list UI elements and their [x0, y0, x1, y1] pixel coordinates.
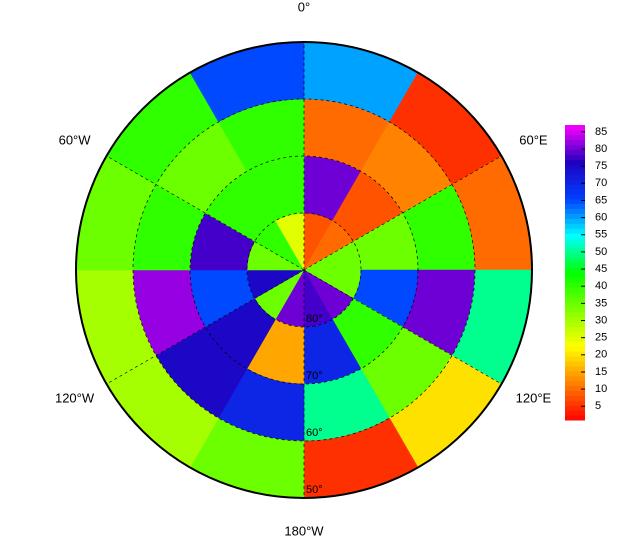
colorbar-band: [565, 257, 585, 264]
meridian-line: [303, 155, 502, 271]
colorbar-tick-label: 70: [595, 177, 607, 189]
colorbar-band: [565, 228, 585, 234]
colorbar-band: [565, 410, 585, 416]
colorbar-band: [565, 282, 585, 288]
longitude-label: 120°W: [55, 390, 95, 405]
colorbar-band: [565, 272, 585, 278]
colorbar-band: [565, 252, 585, 259]
meridian-line: [106, 269, 305, 385]
colorbar-tick-label: 65: [595, 194, 607, 206]
colorbar-band: [565, 370, 585, 377]
colorbar-band: [565, 365, 585, 372]
longitude-label: 120°E: [516, 390, 552, 405]
colorbar-band: [565, 361, 585, 367]
colorbar-band: [565, 179, 585, 185]
longitude-label: 0°: [298, 0, 310, 14]
meridian-line: [303, 269, 502, 385]
longitude-label: 180°W: [284, 523, 324, 538]
colorbar-tick-label: 30: [595, 314, 607, 326]
colorbar-band: [565, 380, 585, 387]
colorbar-band: [565, 139, 585, 146]
colorbar-band: [565, 321, 585, 328]
colorbar-band: [565, 169, 585, 175]
colorbar-band: [565, 238, 585, 244]
colorbar-tick-label: 75: [595, 160, 607, 172]
colorbar-band: [565, 390, 585, 396]
colorbar-band: [565, 356, 585, 362]
colorbar-band: [565, 331, 585, 337]
colorbar-band: [565, 336, 585, 342]
colorbar-tick-label: 25: [595, 332, 607, 344]
colorbar-band: [565, 287, 585, 293]
colorbar-band: [565, 316, 585, 323]
colorbar-band: [565, 144, 585, 151]
colorbar-band: [565, 292, 585, 298]
colorbar-band: [565, 188, 585, 195]
colorbar-band: [565, 277, 585, 283]
colorbar-band: [565, 164, 585, 170]
colorbar-band: [565, 247, 585, 254]
colorbar-band: [565, 218, 585, 224]
colorbar-band: [565, 174, 585, 180]
colorbar-tick-label: 80: [595, 143, 607, 155]
colorbar-band: [565, 154, 585, 160]
colorbar-band: [565, 395, 585, 401]
colorbar-band: [565, 262, 585, 269]
colorbar-band: [565, 129, 585, 136]
colorbar-band: [565, 134, 585, 141]
colorbar-tick-label: 5: [595, 400, 601, 412]
colorbar-band: [565, 267, 585, 273]
colorbar-band: [565, 346, 585, 352]
colorbar-band: [565, 208, 585, 214]
colorbar-tick-label: 20: [595, 349, 607, 361]
colorbar-tick-label: 85: [595, 126, 607, 138]
colorbar-band: [565, 125, 585, 131]
colorbar-band: [565, 326, 585, 332]
colorbar-band: [565, 400, 585, 406]
map-border: [75, 41, 533, 499]
colorbar-band: [565, 233, 585, 239]
colorbar-band: [565, 223, 585, 229]
colorbar-band: [565, 149, 585, 155]
meridian-line: [106, 155, 305, 271]
colorbar-band: [565, 184, 585, 190]
colorbar-tick-label: 35: [595, 297, 607, 309]
colorbar-band: [565, 203, 585, 210]
latitude-label: 80°: [306, 313, 323, 325]
colorbar-tick-label: 45: [595, 263, 607, 275]
colorbar-band: [565, 405, 585, 411]
colorbar-tick-label: 50: [595, 246, 607, 258]
colorbar-band: [565, 415, 585, 421]
colorbar-tick-label: 10: [595, 383, 607, 395]
latitude-label: 50°: [306, 484, 323, 496]
colorbar-tick-label: 15: [595, 366, 607, 378]
colorbar-band: [565, 306, 585, 313]
colorbar-band: [565, 351, 585, 357]
longitude-label: 60°E: [519, 132, 548, 147]
colorbar-band: [565, 375, 585, 382]
colorbar-band: [565, 302, 585, 308]
colorbar-band: [565, 193, 585, 200]
colorbar-band: [565, 297, 585, 303]
colorbar-band: [565, 198, 585, 205]
colorbar-tick-label: 40: [595, 280, 607, 292]
latitude-label: 60°: [306, 427, 323, 439]
colorbar-band: [565, 385, 585, 391]
latitude-label: 70°: [306, 370, 323, 382]
colorbar-band: [565, 159, 585, 165]
latitude-line: [246, 212, 362, 328]
colorbar-tick-label: 55: [595, 229, 607, 241]
longitude-label: 60°W: [59, 132, 92, 147]
colorbar-band: [565, 213, 585, 219]
colorbar-tick-label: 60: [595, 212, 607, 224]
colorbar-band: [565, 311, 585, 318]
colorbar-band: [565, 341, 585, 347]
colorbar-band: [565, 243, 585, 249]
